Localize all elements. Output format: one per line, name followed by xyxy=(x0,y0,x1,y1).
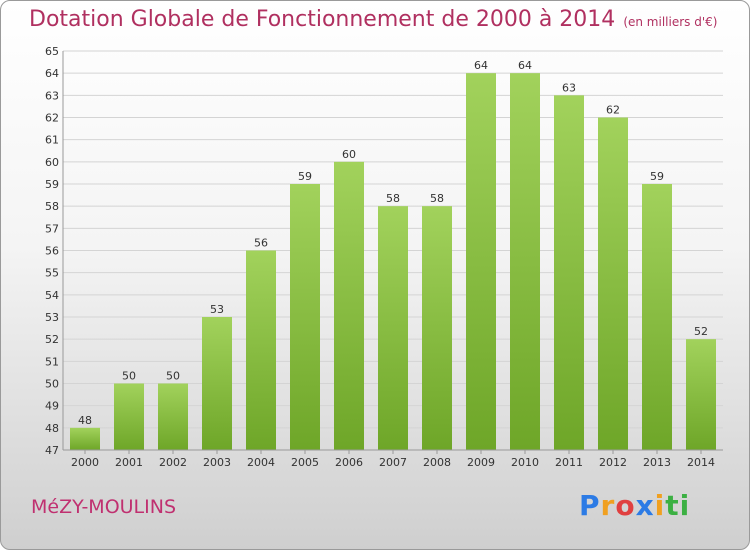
x-tick-label: 2000 xyxy=(71,456,99,469)
bar xyxy=(70,427,100,450)
value-label: 50 xyxy=(122,370,136,383)
x-tick-label: 2013 xyxy=(643,456,671,469)
value-label: 58 xyxy=(430,192,444,205)
y-tick-label: 63 xyxy=(45,89,59,102)
y-tick-label: 47 xyxy=(45,444,59,457)
logo-letter: o xyxy=(615,489,636,522)
x-tick-label: 2003 xyxy=(203,456,231,469)
bar xyxy=(334,161,364,451)
value-label: 52 xyxy=(694,325,708,338)
x-tick-label: 2010 xyxy=(511,456,539,469)
y-tick-label: 58 xyxy=(45,200,59,213)
proxiti-logo[interactable]: Proxiti xyxy=(579,489,690,522)
y-tick-label: 56 xyxy=(45,245,59,258)
bar xyxy=(422,206,452,450)
y-tick-label: 61 xyxy=(45,134,59,147)
x-tick-label: 2007 xyxy=(379,456,407,469)
y-tick-label: 65 xyxy=(45,45,59,58)
value-label: 64 xyxy=(518,59,532,72)
y-tick-label: 52 xyxy=(45,333,59,346)
x-tick-label: 2009 xyxy=(467,456,495,469)
x-tick-label: 2002 xyxy=(159,456,187,469)
y-tick-label: 57 xyxy=(45,222,59,235)
value-label: 56 xyxy=(254,237,268,250)
value-label: 60 xyxy=(342,148,356,161)
y-tick-label: 64 xyxy=(45,67,59,80)
y-tick-label: 62 xyxy=(45,112,59,125)
bar xyxy=(642,184,672,450)
x-axis: 2000 2001 2002 2003 2004 2005 2006 2007 2008 2009… xyxy=(71,450,715,469)
y-tick-label: 51 xyxy=(45,355,59,368)
logo-letter: r xyxy=(600,489,616,522)
y-tick-label: 48 xyxy=(45,422,59,435)
logo-letter: i xyxy=(654,489,666,522)
y-tick-label: 49 xyxy=(45,400,59,413)
logo-letter: t xyxy=(665,489,680,522)
chart-title: Dotation Globale de Fonctionnement de 20… xyxy=(29,7,718,32)
bar xyxy=(378,206,408,450)
value-label: 59 xyxy=(650,170,664,183)
bar xyxy=(290,184,320,450)
x-tick-label: 2005 xyxy=(291,456,319,469)
bar xyxy=(510,73,540,451)
bars: 48 50 50 53 56 59 60 58 58 64 64 63 62 59 52 xyxy=(70,59,716,451)
y-tick-label: 53 xyxy=(45,311,59,324)
y-tick-label: 60 xyxy=(45,156,59,169)
x-tick-label: 2001 xyxy=(115,456,143,469)
bar xyxy=(114,383,144,450)
bar xyxy=(246,250,276,450)
y-tick-label: 50 xyxy=(45,378,59,391)
logo-letter: i xyxy=(679,489,691,522)
city-name: MéZY-MOULINS xyxy=(31,496,177,518)
value-label: 59 xyxy=(298,170,312,183)
y-tick-label: 55 xyxy=(45,267,59,280)
x-tick-label: 2008 xyxy=(423,456,451,469)
x-tick-label: 2006 xyxy=(335,456,363,469)
bar xyxy=(466,73,496,451)
value-label: 58 xyxy=(386,192,400,205)
value-label: 63 xyxy=(562,81,576,94)
x-tick-label: 2012 xyxy=(599,456,627,469)
value-label: 53 xyxy=(210,303,224,316)
bar xyxy=(598,117,628,450)
bar xyxy=(158,383,188,450)
y-tick-label: 59 xyxy=(45,178,59,191)
logo-letter: P xyxy=(579,489,601,522)
x-tick-label: 2011 xyxy=(555,456,583,469)
bar xyxy=(202,317,232,450)
value-label: 50 xyxy=(166,370,180,383)
value-label: 62 xyxy=(606,104,620,117)
y-tick-label: 54 xyxy=(45,289,59,302)
x-tick-label: 2014 xyxy=(687,456,715,469)
value-label: 48 xyxy=(78,414,92,427)
x-tick-label: 2004 xyxy=(247,456,275,469)
unit-label: (en milliers d'€) xyxy=(623,15,718,29)
bar xyxy=(686,339,716,450)
logo-letter: x xyxy=(635,489,655,522)
value-label: 64 xyxy=(474,59,488,72)
bar xyxy=(554,95,584,450)
